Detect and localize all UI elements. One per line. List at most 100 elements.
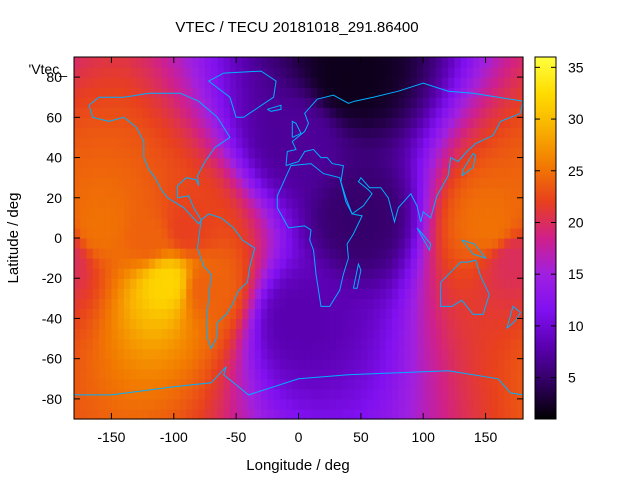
heatmap-cell bbox=[217, 308, 225, 320]
heatmap-cell bbox=[398, 217, 406, 229]
heatmap-cell bbox=[167, 217, 175, 229]
heatmap-cell bbox=[123, 147, 131, 159]
heatmap-cell bbox=[379, 368, 387, 380]
heatmap-cell bbox=[416, 388, 424, 400]
heatmap-cell bbox=[329, 107, 337, 118]
heatmap-cell bbox=[279, 127, 287, 139]
heatmap-cell bbox=[192, 117, 200, 128]
heatmap-cell bbox=[304, 147, 312, 159]
heatmap-cell bbox=[173, 57, 181, 68]
heatmap-cell bbox=[198, 217, 206, 229]
heatmap-cell bbox=[236, 127, 243, 139]
heatmap-cell bbox=[454, 338, 462, 350]
heatmap-cell bbox=[329, 238, 337, 249]
heatmap-cell bbox=[460, 57, 468, 68]
heatmap-cell bbox=[236, 167, 243, 179]
heatmap-cell bbox=[354, 227, 362, 239]
heatmap-cell bbox=[180, 167, 187, 179]
heatmap-cell bbox=[86, 258, 94, 269]
heatmap-cell bbox=[111, 318, 119, 330]
heatmap-cell bbox=[504, 157, 512, 169]
heatmap-cell bbox=[117, 368, 125, 380]
heatmap-cell bbox=[148, 77, 156, 88]
heatmap-cell bbox=[242, 57, 250, 68]
heatmap-cell bbox=[323, 348, 331, 360]
heatmap-cell bbox=[86, 147, 94, 159]
heatmap-cell bbox=[379, 378, 387, 390]
heatmap-cell bbox=[454, 348, 462, 360]
heatmap-cell bbox=[385, 328, 393, 340]
heatmap-cell bbox=[74, 318, 81, 330]
heatmap-cell bbox=[180, 358, 187, 370]
heatmap-cell bbox=[367, 398, 374, 410]
heatmap-cell bbox=[186, 388, 194, 400]
heatmap-cell bbox=[198, 127, 206, 139]
heatmap-cell bbox=[279, 57, 287, 68]
heatmap-cell bbox=[498, 328, 505, 340]
heatmap-cell bbox=[460, 338, 468, 350]
heatmap-cell bbox=[410, 137, 418, 149]
heatmap-cell bbox=[161, 167, 169, 179]
heatmap-cell bbox=[504, 197, 512, 209]
heatmap-cell bbox=[367, 177, 374, 189]
heatmap-cell bbox=[510, 207, 518, 219]
heatmap-cell bbox=[354, 197, 362, 209]
heatmap-cell bbox=[354, 127, 362, 139]
heatmap-cell bbox=[286, 107, 293, 118]
heatmap-cell bbox=[423, 227, 431, 239]
heatmap-cell bbox=[105, 187, 113, 199]
heatmap-cell bbox=[416, 298, 424, 309]
heatmap-cell bbox=[498, 147, 505, 159]
heatmap-cell bbox=[342, 57, 349, 68]
heatmap-cell bbox=[460, 197, 468, 209]
heatmap-cell bbox=[80, 258, 88, 269]
heatmap-cell bbox=[298, 217, 306, 229]
heatmap-cell bbox=[92, 127, 100, 139]
heatmap-cell bbox=[186, 77, 194, 88]
heatmap-cell bbox=[236, 338, 243, 350]
heatmap-cell bbox=[367, 408, 374, 420]
heatmap-cell bbox=[292, 318, 300, 330]
heatmap-cell bbox=[479, 177, 487, 189]
heatmap-cell bbox=[286, 378, 293, 390]
heatmap-cell bbox=[329, 388, 337, 400]
heatmap-cell bbox=[223, 147, 231, 159]
heatmap-cell bbox=[385, 117, 393, 128]
heatmap-cell bbox=[229, 87, 237, 98]
y-tick-label: 20 bbox=[46, 190, 62, 206]
heatmap-cell bbox=[292, 197, 300, 209]
heatmap-cell bbox=[379, 348, 387, 360]
heatmap-cell bbox=[342, 207, 349, 219]
heatmap-cell bbox=[392, 388, 399, 400]
heatmap-cell bbox=[236, 398, 243, 410]
heatmap-cell bbox=[74, 217, 81, 229]
heatmap-cell bbox=[460, 378, 468, 390]
heatmap-cell bbox=[198, 268, 206, 279]
heatmap-cell bbox=[335, 318, 343, 330]
heatmap-cell bbox=[510, 87, 518, 98]
heatmap-cell bbox=[298, 227, 306, 239]
heatmap-cell bbox=[323, 177, 331, 189]
heatmap-cell bbox=[279, 197, 287, 209]
heatmap-cell bbox=[466, 117, 474, 128]
heatmap-cell bbox=[473, 368, 480, 380]
heatmap-cell bbox=[155, 127, 162, 139]
heatmap-cell bbox=[317, 338, 325, 350]
heatmap-cell bbox=[323, 308, 331, 320]
heatmap-cell bbox=[335, 288, 343, 299]
coastline bbox=[276, 163, 363, 307]
heatmap-cell bbox=[385, 248, 393, 259]
heatmap-cell bbox=[229, 378, 237, 390]
y-tick-label: 40 bbox=[46, 150, 62, 166]
heatmap-cell bbox=[86, 248, 94, 259]
heatmap-cell bbox=[498, 127, 505, 139]
heatmap-cell bbox=[286, 227, 293, 239]
heatmap-cell bbox=[186, 338, 194, 350]
heatmap-cell bbox=[242, 137, 250, 149]
heatmap-cell bbox=[123, 288, 131, 299]
heatmap-cell bbox=[498, 258, 505, 269]
heatmap-cell bbox=[261, 207, 268, 219]
heatmap-cell bbox=[491, 127, 499, 139]
heatmap-cell bbox=[404, 227, 412, 239]
heatmap-cell bbox=[454, 57, 462, 68]
